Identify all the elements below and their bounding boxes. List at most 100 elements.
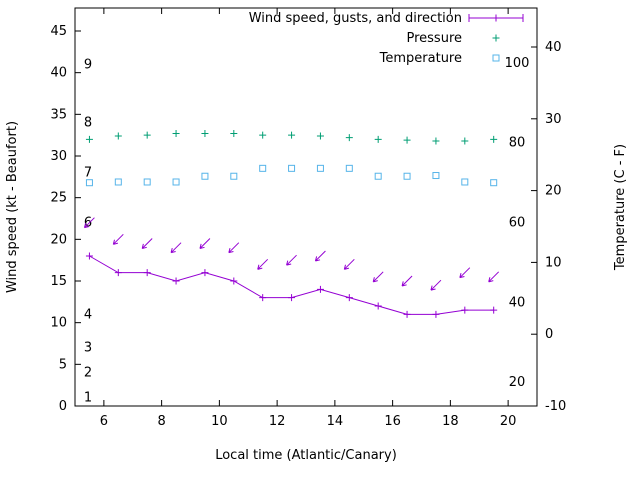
temperature-point <box>490 179 498 187</box>
y-left-tick-label: 40 <box>50 66 67 81</box>
temperature-point <box>201 172 209 180</box>
wind-direction-arrow <box>459 267 471 279</box>
y-right-tick-label: 40 <box>545 40 562 55</box>
fahrenheit-scale-label: 20 <box>509 375 526 390</box>
wind-direction-arrow <box>141 238 153 249</box>
tick-labels: 6 8 10 12 14 16 18 20051015202530354045-1001020… <box>50 24 566 429</box>
gust-direction-arrows <box>83 217 500 291</box>
wind-direction-arrow <box>372 271 384 283</box>
y-left-tick-label: 45 <box>50 24 67 39</box>
pressure-point <box>316 132 324 140</box>
temperature-point <box>230 172 238 180</box>
pressure-point <box>490 135 498 143</box>
pressure-point <box>172 130 180 137</box>
temperature-point <box>259 164 267 172</box>
pressure-point <box>374 135 382 143</box>
x-axis-title: Local time (Atlantic/Canary) <box>215 448 397 463</box>
legend-wind-marker <box>468 14 524 22</box>
temperature-point <box>374 172 382 180</box>
wind-direction-arrow <box>170 242 182 254</box>
y-right-tick-label: 30 <box>545 112 562 127</box>
temperature-point <box>172 178 180 186</box>
y-left-tick-label: 25 <box>50 191 67 206</box>
y-left-tick-label: 35 <box>50 107 67 122</box>
wind-point-marker <box>288 294 296 302</box>
y-left-tick-label: 0 <box>59 399 67 414</box>
pressure-point <box>143 131 151 139</box>
wind-point-marker <box>172 277 180 285</box>
temperature-point <box>288 164 296 172</box>
y-right-tick-label: 10 <box>545 255 562 270</box>
wind-point-marker <box>85 252 93 260</box>
legend-temperature-marker <box>492 54 500 62</box>
pressure-point <box>230 130 238 137</box>
x-tick-label: 10 <box>211 414 228 429</box>
temperature-point <box>403 172 411 180</box>
x-tick-label: 12 <box>269 414 286 429</box>
wind-speed-line <box>89 255 494 315</box>
wind-direction-arrow <box>343 258 355 270</box>
chart-dynamic-layer: 6 8 10 12 14 16 18 20051015202530354045-1001020… <box>50 7 566 429</box>
temperature-point <box>85 179 93 187</box>
pressure-point <box>201 130 209 137</box>
beaufort-scale-label: 2 <box>84 366 92 381</box>
x-tick-label: 14 <box>327 414 344 429</box>
beaufort-scale-label: 4 <box>84 307 92 322</box>
wind-point-marker <box>230 277 238 285</box>
beaufort-scale-label: 9 <box>84 57 92 72</box>
wind-direction-arrow <box>430 279 442 291</box>
left-axis-title: Wind speed (kt - Beaufort) <box>5 121 20 293</box>
pressure-point <box>403 136 411 144</box>
wind-point-marker <box>461 306 469 314</box>
plot-border <box>74 7 538 407</box>
pressure-point <box>288 131 296 139</box>
pressure-point <box>432 137 440 145</box>
x-tick-label: 6 <box>100 414 108 429</box>
y-right-tick-label: 0 <box>545 327 553 342</box>
wind-point-marker <box>114 269 122 277</box>
y-left-tick-label: 15 <box>50 274 67 289</box>
temperature-point <box>316 164 324 172</box>
legend-sample-pressure <box>492 34 500 42</box>
right-axis-title: Temperature (C - F) <box>613 144 628 271</box>
fahrenheit-scale-label: 80 <box>509 136 526 151</box>
y-left-tick-label: 10 <box>50 316 67 331</box>
pressure-point <box>114 132 122 140</box>
wind-point-marker <box>374 302 382 310</box>
x-tick-label: 20 <box>500 414 517 429</box>
beaufort-scale-label: 6 <box>84 216 92 231</box>
wind-direction-arrow <box>199 238 211 249</box>
wind-point-marker <box>345 294 353 302</box>
pressure-point <box>259 131 267 139</box>
beaufort-scale-label: 7 <box>84 166 92 181</box>
fahrenheit-scale-label: 100 <box>505 56 530 71</box>
temperature-point <box>345 164 353 172</box>
temperature-series <box>85 164 498 187</box>
x-tick-label: 18 <box>442 414 459 429</box>
pressure-series <box>85 130 498 145</box>
y-right-tick-label: -10 <box>545 399 566 414</box>
wind-point-marker <box>143 269 151 277</box>
wind-direction-arrow <box>257 258 269 270</box>
y-left-tick-label: 20 <box>50 232 67 247</box>
y-left-tick-label: 5 <box>59 357 67 372</box>
beaufort-scale-label: 8 <box>84 116 92 131</box>
wind-point-marker <box>490 306 498 314</box>
legend: Wind speed, gusts, and direction Pressure… <box>249 11 524 66</box>
legend-label: Wind speed, gusts, and direction <box>249 11 462 26</box>
wind-point-marker <box>259 294 267 302</box>
tick-marks <box>75 8 537 407</box>
temperature-point <box>143 178 151 186</box>
wind-point-marker <box>316 285 324 293</box>
temperature-point <box>432 172 440 180</box>
wind-point-marker <box>403 310 411 318</box>
fahrenheit-scale-label: 60 <box>509 216 526 231</box>
pressure-point <box>461 137 469 145</box>
legend-label: Temperature <box>379 51 462 66</box>
wind-speed-series <box>85 252 498 318</box>
legend-sample-wind <box>468 14 524 22</box>
wind-point-marker <box>201 269 209 277</box>
temperature-point <box>114 178 122 186</box>
